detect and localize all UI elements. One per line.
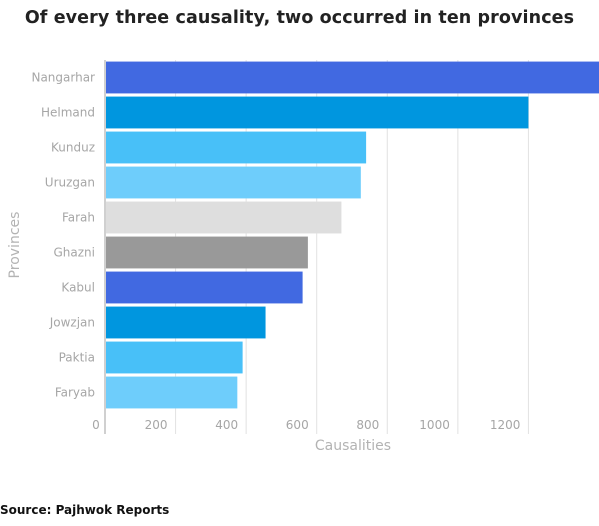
x-tick-label: 200 bbox=[145, 418, 168, 432]
bar bbox=[105, 201, 342, 234]
category-label: Paktia bbox=[59, 351, 95, 365]
x-tick-label: 800 bbox=[356, 418, 379, 432]
category-label: Kunduz bbox=[51, 141, 95, 155]
bars bbox=[105, 61, 599, 409]
bar bbox=[105, 341, 243, 374]
bar bbox=[105, 96, 529, 129]
category-label: Faryab bbox=[55, 386, 95, 400]
bar bbox=[105, 166, 361, 199]
bar bbox=[105, 271, 303, 304]
source-note: Source: Pajhwok Reports bbox=[0, 503, 170, 517]
x-tick-label: 400 bbox=[215, 418, 238, 432]
x-tick-labels: 0 200 400 600 800 1000 1200 bbox=[92, 418, 520, 432]
category-label: Helmand bbox=[41, 106, 95, 120]
bar bbox=[105, 306, 266, 339]
category-label: Uruzgan bbox=[45, 176, 95, 190]
x-axis-title: Causalities bbox=[315, 438, 391, 454]
x-tick-label: 1000 bbox=[419, 418, 450, 432]
y-axis-title: Provinces bbox=[7, 212, 23, 279]
x-tick-label: 1200 bbox=[490, 418, 521, 432]
category-label: Nangarhar bbox=[31, 71, 95, 85]
bar bbox=[105, 376, 238, 409]
category-label: Jowzjan bbox=[49, 316, 95, 330]
bar bbox=[105, 61, 599, 94]
x-tick-label: 0 bbox=[92, 418, 100, 432]
bar bbox=[105, 131, 367, 164]
bar bbox=[105, 236, 308, 269]
category-labels: Nangarhar Helmand Kunduz Uruzgan Farah Ghazni… bbox=[31, 71, 95, 400]
x-tick-label: 600 bbox=[286, 418, 309, 432]
chart-title: Of every three causality, two occurred i… bbox=[24, 8, 575, 28]
category-label: Kabul bbox=[61, 281, 95, 295]
category-label: Farah bbox=[62, 211, 95, 225]
category-label: Ghazni bbox=[54, 246, 96, 260]
